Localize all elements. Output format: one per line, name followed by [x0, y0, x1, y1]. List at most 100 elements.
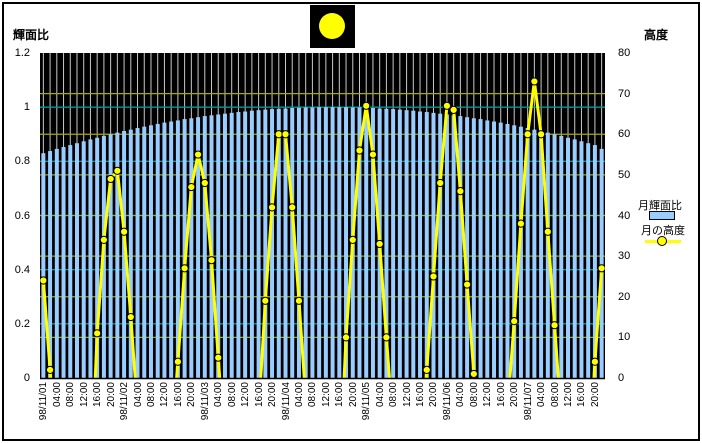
altitude-marker[interactable]: [597, 264, 605, 273]
altitude-marker[interactable]: [93, 329, 102, 338]
bar[interactable]: [532, 129, 537, 378]
bar[interactable]: [391, 109, 396, 378]
bar[interactable]: [330, 107, 335, 379]
bar[interactable]: [48, 151, 53, 378]
altitude-marker[interactable]: [537, 130, 546, 139]
altitude-marker[interactable]: [99, 235, 109, 244]
bar[interactable]: [498, 122, 503, 378]
altitude-marker[interactable]: [469, 369, 478, 379]
bar[interactable]: [572, 139, 577, 378]
bar[interactable]: [169, 121, 174, 379]
altitude-marker[interactable]: [187, 182, 196, 192]
bar[interactable]: [229, 112, 234, 378]
bar[interactable]: [444, 114, 449, 378]
altitude-marker[interactable]: [456, 187, 465, 196]
bar[interactable]: [566, 137, 571, 378]
bar[interactable]: [344, 107, 349, 379]
bar[interactable]: [337, 107, 342, 379]
bar[interactable]: [135, 128, 140, 378]
altitude-marker[interactable]: [281, 130, 290, 139]
bar[interactable]: [539, 131, 544, 378]
bar[interactable]: [397, 109, 402, 378]
altitude-marker[interactable]: [173, 357, 182, 366]
bar[interactable]: [478, 119, 483, 378]
altitude-marker[interactable]: [106, 174, 115, 184]
bar[interactable]: [317, 107, 322, 379]
bar[interactable]: [518, 126, 523, 378]
bar[interactable]: [61, 146, 66, 378]
bar[interactable]: [418, 111, 423, 379]
bar[interactable]: [74, 143, 79, 378]
bar[interactable]: [485, 120, 490, 378]
bar[interactable]: [525, 128, 530, 378]
bar[interactable]: [458, 116, 463, 378]
altitude-marker[interactable]: [267, 203, 277, 212]
legend-item-illumination-label[interactable]: 月輝面比: [638, 200, 682, 212]
bar[interactable]: [196, 117, 201, 378]
altitude-marker[interactable]: [463, 280, 472, 289]
bar[interactable]: [357, 107, 362, 378]
altitude-marker[interactable]: [341, 333, 351, 342]
bar[interactable]: [364, 107, 369, 379]
altitude-marker[interactable]: [368, 150, 378, 159]
altitude-marker[interactable]: [436, 178, 445, 188]
altitude-marker[interactable]: [510, 317, 519, 326]
bar[interactable]: [182, 119, 187, 378]
altitude-marker[interactable]: [261, 296, 270, 305]
bar[interactable]: [263, 109, 268, 378]
bar[interactable]: [155, 123, 160, 379]
bar[interactable]: [249, 110, 254, 378]
bar[interactable]: [303, 107, 308, 378]
bar[interactable]: [592, 145, 597, 378]
bar[interactable]: [81, 141, 86, 378]
bar[interactable]: [270, 109, 275, 378]
bar[interactable]: [384, 108, 389, 378]
bar[interactable]: [599, 148, 604, 379]
legend-bar-swatch[interactable]: [649, 211, 675, 220]
bar[interactable]: [283, 108, 288, 379]
altitude-marker[interactable]: [550, 321, 559, 330]
legend-marker-icon[interactable]: [657, 236, 667, 246]
altitude-line[interactable]: [40, 77, 605, 443]
bar[interactable]: [323, 107, 328, 379]
bar[interactable]: [175, 120, 180, 378]
bar[interactable]: [552, 134, 557, 378]
bar[interactable]: [142, 126, 147, 378]
altitude-marker[interactable]: [214, 353, 223, 362]
altitude-marker[interactable]: [362, 101, 371, 110]
bar[interactable]: [424, 112, 429, 378]
bar[interactable]: [189, 118, 194, 379]
altitude-marker[interactable]: [523, 130, 532, 139]
altitude-marker[interactable]: [422, 365, 431, 374]
bar[interactable]: [276, 108, 281, 378]
altitude-marker[interactable]: [590, 357, 600, 366]
altitude-marker[interactable]: [429, 272, 438, 281]
altitude-marker[interactable]: [449, 105, 458, 114]
altitude-marker[interactable]: [543, 227, 552, 236]
bar[interactable]: [370, 107, 375, 378]
bar[interactable]: [68, 145, 73, 378]
altitude-marker[interactable]: [200, 178, 209, 188]
bar[interactable]: [41, 153, 46, 378]
altitude-marker[interactable]: [207, 256, 216, 265]
bar[interactable]: [505, 123, 510, 379]
bar[interactable]: [54, 148, 59, 379]
bar[interactable]: [216, 114, 221, 378]
altitude-marker[interactable]: [375, 239, 384, 249]
bar[interactable]: [243, 111, 248, 379]
bar[interactable]: [88, 139, 93, 378]
bar[interactable]: [202, 116, 207, 378]
altitude-marker[interactable]: [348, 235, 357, 244]
legend-item-altitude-label[interactable]: 月の高度: [641, 225, 685, 237]
altitude-marker[interactable]: [113, 166, 122, 175]
altitude-marker[interactable]: [442, 101, 452, 110]
bar[interactable]: [579, 141, 584, 378]
bar[interactable]: [290, 107, 295, 378]
bar[interactable]: [236, 112, 241, 378]
altitude-marker[interactable]: [274, 130, 283, 139]
bar[interactable]: [256, 110, 261, 379]
altitude-marker[interactable]: [193, 150, 203, 159]
altitude-marker[interactable]: [288, 203, 297, 212]
bar[interactable]: [471, 118, 476, 379]
bar[interactable]: [404, 110, 409, 379]
